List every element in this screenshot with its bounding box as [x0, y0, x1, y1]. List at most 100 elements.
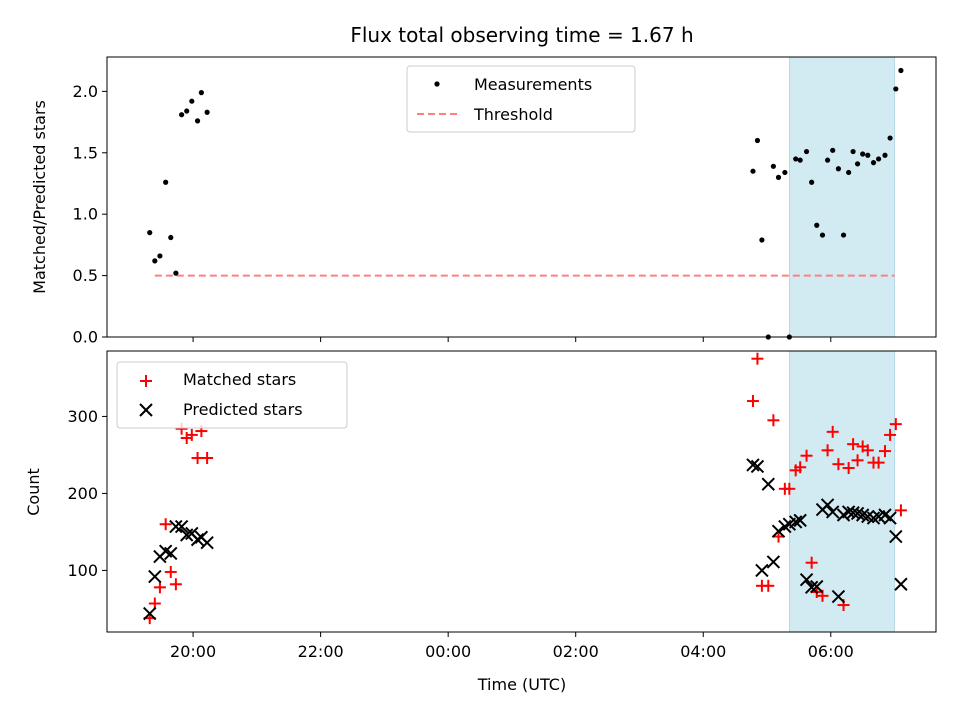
matched-star-point: [842, 462, 855, 475]
x-axis-label: Time (UTC): [477, 675, 566, 694]
legend-predicted-label: Predicted stars: [183, 400, 303, 419]
predicted-star-point: [200, 535, 214, 550]
x-tick-label: 00:00: [425, 642, 471, 661]
bottom-y-tick-label: 300: [67, 407, 98, 426]
measurement-point: [179, 112, 185, 118]
bottom-x-ticks: 20:00 22:00 00:00 02:00 04:00 06:00: [170, 632, 854, 661]
top-legend: Measurements Threshold: [406, 65, 636, 133]
bottom-panel: 100 200 300 20:00 22:00 00:00 02:00 04:00 06:00…: [24, 350, 937, 694]
measurement-point: [854, 161, 861, 167]
predicted-star-point: [820, 498, 835, 512]
matched-star-point: [153, 581, 166, 594]
top-y-tick-label: 2.0: [73, 82, 98, 101]
predicted-star-point: [766, 555, 781, 569]
measurement-point: [204, 109, 210, 115]
predicted-star-point: [169, 519, 183, 534]
matched-star-point: [878, 445, 891, 458]
matched-star-point: [847, 438, 860, 451]
legend-measurements-label: Measurements: [474, 75, 592, 94]
measurement-point: [147, 230, 153, 236]
matched-star-point: [783, 482, 796, 495]
predicted-star-point: [750, 459, 765, 474]
matched-star-point: [832, 458, 845, 471]
matched-star-point: [201, 452, 214, 465]
measurement-point: [198, 90, 204, 96]
x-tick-label: 20:00: [170, 642, 216, 661]
bottom-y-ticks: 100 200 300: [67, 407, 107, 580]
top-y-tick-label: 1.5: [73, 143, 98, 162]
predicted-star-point: [894, 577, 908, 591]
matched-star-point: [805, 556, 818, 569]
predicted-star-point: [789, 515, 803, 529]
matched-star-point: [884, 428, 897, 441]
matched-star-point: [821, 444, 834, 457]
top-axes-frame: [106, 56, 937, 338]
bottom-y-tick-label: 100: [67, 561, 98, 580]
predicted-star-point: [148, 569, 162, 584]
measurement-point: [824, 157, 831, 163]
measurement-point: [157, 253, 163, 259]
predicted-star-point: [825, 505, 840, 519]
top-shaded-region: [789, 56, 895, 338]
measurement-point: [840, 232, 847, 238]
predicted-star-point: [810, 579, 824, 594]
measurement-point: [814, 222, 820, 228]
matched-star-point: [861, 444, 874, 457]
x-tick-label: 06:00: [808, 642, 854, 661]
matched-star-point: [851, 454, 864, 467]
bottom-axes-frame: [106, 350, 937, 633]
measurement-point: [846, 169, 852, 176]
matched-star-point: [800, 449, 813, 462]
matched-star-point: [762, 579, 775, 592]
top-y-ticks: 0.0 0.5 1.0 1.5 2.0: [73, 82, 107, 347]
top-y-tick-label: 0.0: [73, 328, 98, 347]
measurement-point: [830, 147, 836, 153]
measurement-point: [168, 234, 174, 241]
top-legend-box: [406, 65, 636, 133]
count-points: [143, 352, 908, 625]
measurement-point: [860, 151, 866, 157]
x-tick-label: 02:00: [553, 642, 599, 661]
matched-star-point: [185, 428, 198, 441]
measurement-point: [173, 270, 179, 276]
bottom-y-tick-label: 200: [67, 484, 98, 503]
measurement-point: [819, 232, 826, 238]
measurement-point: [898, 67, 904, 74]
predicted-star-point: [746, 458, 760, 472]
measurement-point: [809, 179, 815, 185]
matched-star-point: [889, 418, 902, 431]
shaded-interval: [789, 56, 895, 338]
measurement-point: [865, 152, 871, 158]
legend-matched-label: Matched stars: [183, 370, 296, 389]
predicted-star-point: [793, 513, 807, 528]
measurement-point: [797, 157, 803, 163]
bottom-shaded-region: [789, 350, 895, 633]
predicted-star-point: [164, 546, 178, 561]
predicted-star-point: [799, 572, 814, 587]
top-y-tick-label: 0.5: [73, 266, 98, 285]
measurement-point: [152, 258, 158, 264]
bottom-y-axis-label: Count: [24, 468, 43, 516]
x-tick-label: 22:00: [298, 642, 344, 661]
measurements-points: [147, 67, 904, 340]
bottom-legend: Matched stars Predicted stars: [116, 361, 348, 429]
predicted-star-point: [190, 532, 205, 547]
top-panel: 0.00.51.01.52.0 Matched/Predicted stars …: [30, 56, 937, 347]
measurement-point: [184, 108, 190, 114]
measurement-point: [770, 163, 776, 169]
matched-star-point: [794, 461, 807, 474]
measurement-point: [194, 118, 201, 124]
measurement-point: [782, 169, 788, 176]
measurement-point: [759, 237, 765, 243]
top-y-tick-label: 1.0: [73, 205, 98, 224]
predicted-star-point: [761, 477, 775, 491]
top-x-ticks: [192, 337, 832, 342]
measurement-point: [887, 135, 893, 141]
measurement-point: [189, 98, 195, 104]
predicted-star-point: [831, 589, 846, 604]
matched-star-point: [894, 504, 907, 517]
x-tick-label: 04:00: [680, 642, 726, 661]
measurement-point: [803, 148, 810, 155]
legend-predicted-marker: [139, 403, 153, 417]
